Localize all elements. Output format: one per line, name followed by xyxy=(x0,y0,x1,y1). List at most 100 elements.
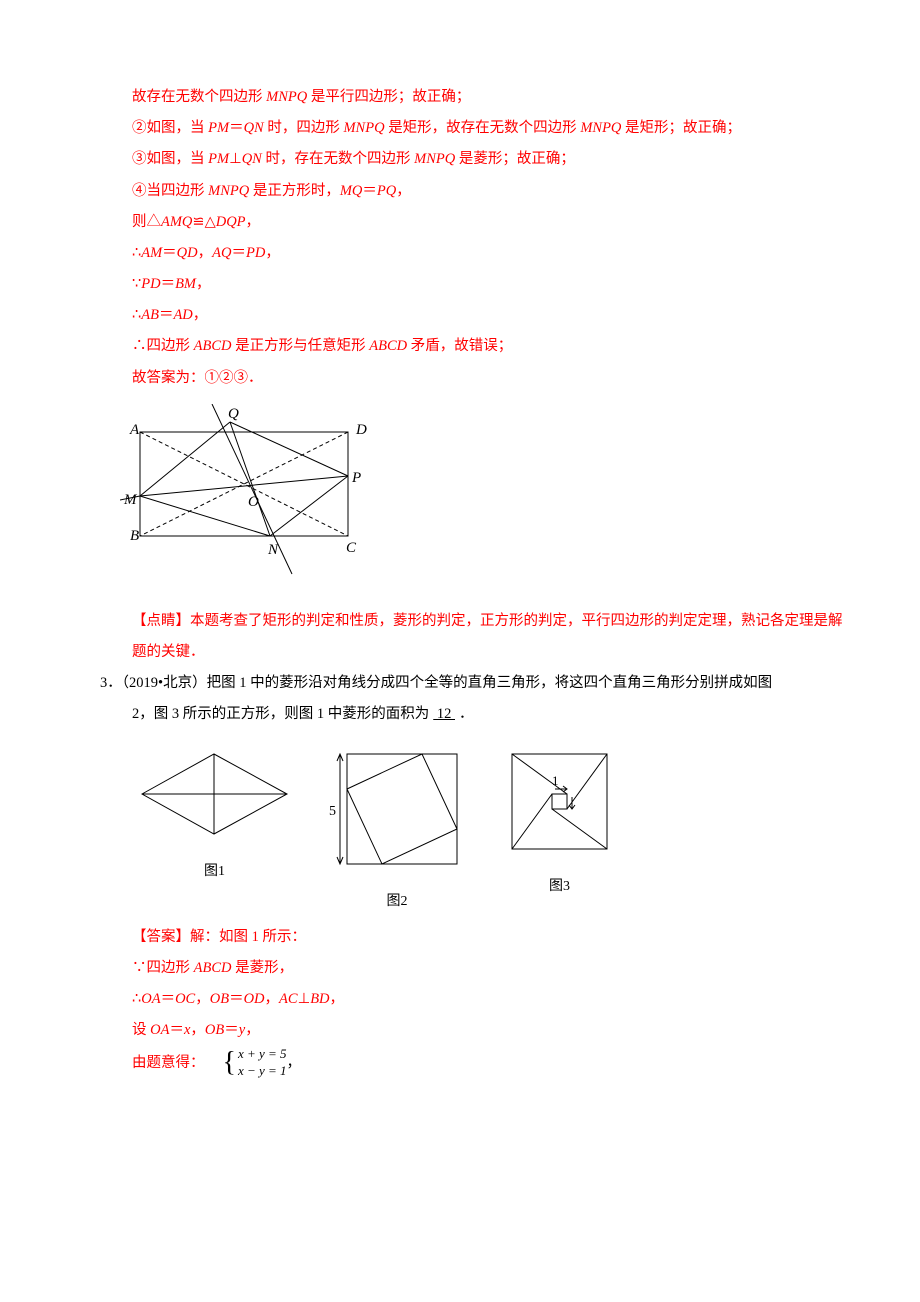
figure1-svg: A D B C Q P M N O xyxy=(120,404,380,584)
text-run: 是菱形， xyxy=(231,960,293,976)
q3-period: ． xyxy=(459,706,474,722)
line: ∵PD＝BM， xyxy=(132,269,848,300)
line: ②如图，当 PM＝QN 时，四边形 MNPQ 是矩形，故存在无数个四边形 MNP… xyxy=(132,113,848,144)
text-run: 是菱形；故正确； xyxy=(455,151,575,167)
label-N: N xyxy=(267,542,279,558)
comment-label: 【点睛】 xyxy=(132,613,190,629)
math-var: AMQ xyxy=(161,214,192,230)
q3-figures: 图1 5 图2 xyxy=(132,739,848,917)
q3-text2: 2，图 3 所示的正方形，则图 1 中菱形的面积为 xyxy=(132,706,429,722)
math-var: PD xyxy=(246,245,265,261)
text-run: ， xyxy=(198,245,213,261)
text-run: 设 xyxy=(132,1022,150,1038)
comment-text: 本题考查了矩形的判定和性质，菱形的判定，正方形的判定，平行四边形的判定定理，熟记… xyxy=(132,613,843,660)
q3-number: 3． xyxy=(100,675,122,691)
text-run: ， xyxy=(330,991,345,1007)
math-var: OB xyxy=(210,991,229,1007)
figure3-item: 1 图3 xyxy=(497,739,622,902)
fig3-label: 图3 xyxy=(549,872,570,902)
eq1: x + y = 5 xyxy=(238,1046,287,1063)
one-label: 1 xyxy=(552,773,559,788)
text-run: 故存在无数个四边形 xyxy=(132,89,266,105)
label-Q: Q xyxy=(228,406,239,422)
text-run: ⊥ xyxy=(229,151,242,167)
math-var: QD xyxy=(177,245,198,261)
rhombus-svg xyxy=(132,739,297,849)
sol-line-eq: 由题意得： { x + y = 5 x − y = 1 ， xyxy=(132,1046,848,1080)
math-var: MNPQ xyxy=(343,120,384,136)
q3-answer: 12 xyxy=(429,706,459,722)
math-var: OA xyxy=(141,991,160,1007)
text-run: ③如图，当 xyxy=(132,151,208,167)
math-var: MNPQ xyxy=(414,151,455,167)
math-var: AQ xyxy=(212,245,231,261)
comment-line: 【点睛】本题考查了矩形的判定和性质，菱形的判定，正方形的判定，平行四边形的判定定… xyxy=(132,606,848,668)
square5-svg: 5 xyxy=(327,739,467,879)
math-var: ABCD xyxy=(194,960,232,976)
text-run: 时，四边形 xyxy=(264,120,344,136)
text-run: ， xyxy=(196,276,211,292)
text-run: ， xyxy=(195,991,210,1007)
text-run: ＝ xyxy=(229,120,244,136)
text-run: ∴四边形 xyxy=(132,338,194,354)
math-var: MNPQ xyxy=(580,120,621,136)
solution3-block: 【答案】解：如图 1 所示： ∵四边形 ABCD 是菱形， ∴OA＝OC，OB＝… xyxy=(72,922,848,1080)
text-run: 则△ xyxy=(132,214,161,230)
math-var: BM xyxy=(175,276,196,292)
text-run: 是正方形时， xyxy=(249,183,340,199)
text-run: ＝ xyxy=(224,1022,239,1038)
text-run: ＝ xyxy=(159,307,174,323)
sol-line: 【答案】解：如图 1 所示： xyxy=(132,922,848,953)
label-M: M xyxy=(123,492,138,508)
text-run: ∵ xyxy=(132,276,141,292)
text-run: ＝ xyxy=(169,1022,184,1038)
text-run: ＝ xyxy=(362,183,377,199)
rectangle-diagram: A D B C Q P M N O xyxy=(72,404,848,596)
text-run: ， xyxy=(396,183,411,199)
text-run: ， xyxy=(193,307,208,323)
math-var: OA xyxy=(150,1022,169,1038)
continuation-block: 故存在无数个四边形 MNPQ 是平行四边形；故正确； ②如图，当 PM＝QN 时… xyxy=(72,82,848,394)
text-run: ∵四边形 xyxy=(132,960,194,976)
q3-block: 3．（2019•北京）把图 1 中的菱形沿对角线分成四个全等的直角三角形，将这四… xyxy=(72,668,848,730)
sol-line: ∴OA＝OC，OB＝OD，AC⊥BD， xyxy=(132,984,848,1015)
math-var: QN xyxy=(244,120,264,136)
math-var: BD xyxy=(310,991,329,1007)
label-A: A xyxy=(129,422,140,438)
line: 故存在无数个四边形 MNPQ 是平行四边形；故正确； xyxy=(132,82,848,113)
eq-prefix: 由题意得： xyxy=(132,1048,205,1079)
text-run: ， xyxy=(265,991,280,1007)
label-B: B xyxy=(130,528,139,544)
text-run: ∴ xyxy=(132,245,141,261)
math-var: ABCD xyxy=(369,338,407,354)
eq2: x − y = 1 xyxy=(238,1063,287,1080)
math-var: OC xyxy=(175,991,195,1007)
text-run: 矛盾，故错误； xyxy=(407,338,512,354)
five-label: 5 xyxy=(329,804,336,819)
text-run: ＝ xyxy=(231,245,246,261)
text-run: 故答案为：①②③． xyxy=(132,370,263,386)
q3-text1: 把图 1 中的菱形沿对角线分成四个全等的直角三角形，将这四个直角三角形分别拼成如… xyxy=(207,675,773,691)
text-run: ∴ xyxy=(132,991,141,1007)
q3-source: （2019•北京） xyxy=(122,675,207,691)
text-run: 是正方形与任意矩形 xyxy=(231,338,369,354)
math-var: AM xyxy=(141,245,162,261)
equation-system: { x + y = 5 x − y = 1 xyxy=(223,1046,287,1080)
math-var: MQ xyxy=(340,183,363,199)
math-var: ABCD xyxy=(194,338,232,354)
label-C: C xyxy=(346,540,357,556)
text-run: ＝ xyxy=(229,991,244,1007)
text-run: ≌△ xyxy=(192,214,215,230)
text-run: ＝ xyxy=(161,991,176,1007)
sol-line: ∵四边形 ABCD 是菱形， xyxy=(132,953,848,984)
line: ③如图，当 PM⊥QN 时，存在无数个四边形 MNPQ 是菱形；故正确； xyxy=(132,144,848,175)
text-run: 时，存在无数个四边形 xyxy=(262,151,414,167)
math-var: PQ xyxy=(377,183,396,199)
math-var: PM xyxy=(208,151,229,167)
q3-line1: 3．（2019•北京）把图 1 中的菱形沿对角线分成四个全等的直角三角形，将这四… xyxy=(72,668,848,699)
line: ④当四边形 MNPQ 是正方形时，MQ＝PQ， xyxy=(132,176,848,207)
text-run: ∴ xyxy=(132,307,141,323)
math-var: DQP xyxy=(216,214,246,230)
line: ∴四边形 ABCD 是正方形与任意矩形 ABCD 矛盾，故错误； xyxy=(132,331,848,362)
math-var: OD xyxy=(244,991,265,1007)
